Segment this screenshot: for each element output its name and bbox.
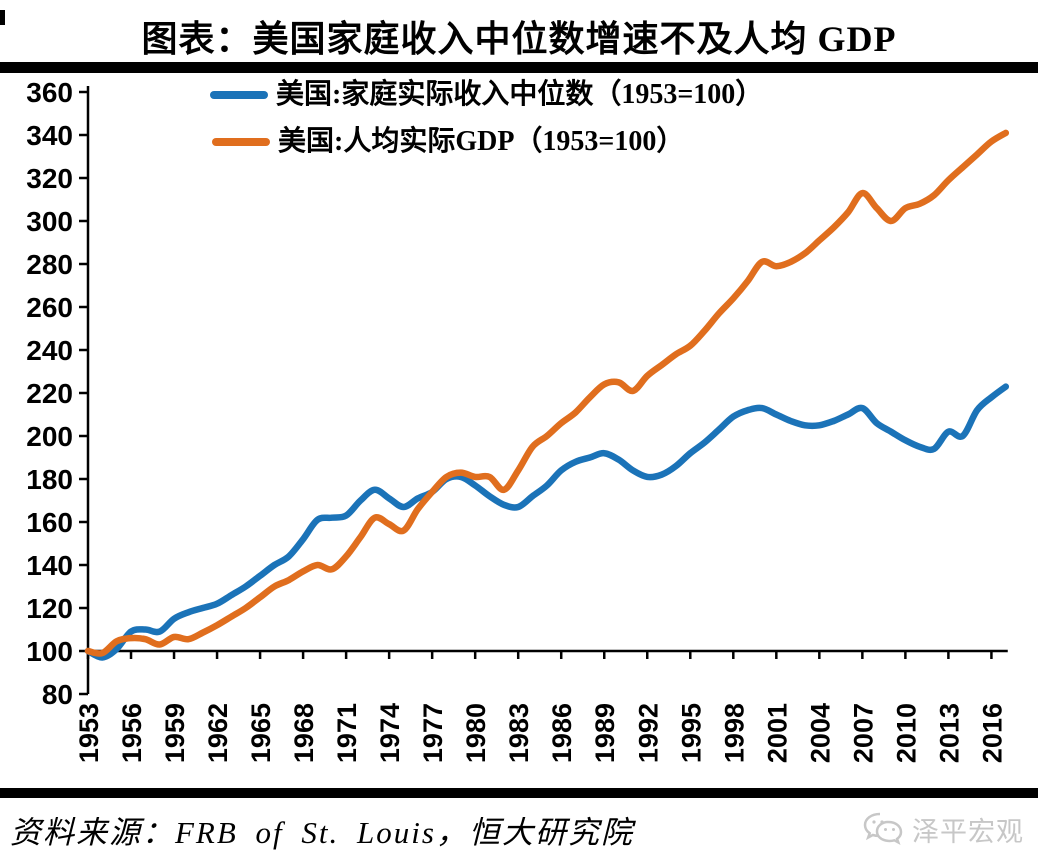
source-note: 资料来源：FRB of St. Louis，恒大研究院 <box>10 814 634 850</box>
svg-text:1986: 1986 <box>547 703 577 763</box>
svg-text:220: 220 <box>26 378 73 409</box>
svg-text:200: 200 <box>26 421 73 452</box>
svg-text:1956: 1956 <box>117 703 147 763</box>
svg-text:300: 300 <box>26 206 73 237</box>
svg-text:80: 80 <box>42 679 73 710</box>
svg-text:1992: 1992 <box>633 703 663 763</box>
svg-text:340: 340 <box>26 120 73 151</box>
svg-text:1995: 1995 <box>676 703 706 763</box>
svg-text:280: 280 <box>26 249 73 280</box>
title-bullet <box>0 10 5 25</box>
svg-text:180: 180 <box>26 464 73 495</box>
svg-text:1953: 1953 <box>74 703 104 763</box>
svg-text:320: 320 <box>26 163 73 194</box>
svg-text:2010: 2010 <box>891 703 921 763</box>
svg-text:140: 140 <box>26 550 73 581</box>
legend-swatch-income <box>210 91 268 99</box>
svg-text:160: 160 <box>26 507 73 538</box>
svg-text:1980: 1980 <box>461 703 491 763</box>
legend-label-gdp: 美国:人均实际GDP（1953=100） <box>278 126 685 157</box>
svg-text:120: 120 <box>26 593 73 624</box>
svg-text:1971: 1971 <box>332 703 362 763</box>
svg-text:2013: 2013 <box>934 703 964 763</box>
watermark: 泽平宏观 <box>862 810 1024 849</box>
watermark-label: 泽平宏观 <box>912 816 1024 847</box>
svg-text:100: 100 <box>26 636 73 667</box>
svg-text:1974: 1974 <box>375 703 405 763</box>
svg-text:240: 240 <box>26 335 73 366</box>
svg-text:2004: 2004 <box>805 703 835 763</box>
svg-text:1998: 1998 <box>719 703 749 763</box>
page-title: 图表：美国家庭收入中位数增速不及人均 GDP <box>141 19 897 59</box>
svg-text:1983: 1983 <box>504 703 534 763</box>
svg-text:2001: 2001 <box>762 703 792 763</box>
svg-text:1989: 1989 <box>590 703 620 763</box>
svg-text:1962: 1962 <box>203 703 233 763</box>
svg-text:260: 260 <box>26 292 73 323</box>
svg-text:1977: 1977 <box>418 703 448 763</box>
top-divider <box>0 62 1038 73</box>
svg-text:1965: 1965 <box>246 703 276 763</box>
svg-text:360: 360 <box>26 77 73 108</box>
title-row: 图表：美国家庭收入中位数增速不及人均 GDP <box>0 0 1038 62</box>
svg-text:1959: 1959 <box>160 703 190 763</box>
svg-text:2007: 2007 <box>848 703 878 763</box>
chart-area: 80 100 120 140 160 180 200 220 240 260 280 300 320 34… <box>0 73 1038 788</box>
footer: 资料来源：FRB of St. Louis，恒大研究院 泽平宏观 <box>0 798 1038 860</box>
bottom-divider <box>0 788 1038 798</box>
svg-text:1968: 1968 <box>289 703 319 763</box>
line-chart-svg: 80 100 120 140 160 180 200 220 240 260 280 300 320 34… <box>26 77 1010 763</box>
legend-label-income: 美国:家庭实际收入中位数（1953=100） <box>276 79 764 110</box>
svg-text:2016: 2016 <box>977 703 1007 763</box>
wechat-icon <box>863 812 903 846</box>
legend-swatch-gdp <box>212 138 270 146</box>
